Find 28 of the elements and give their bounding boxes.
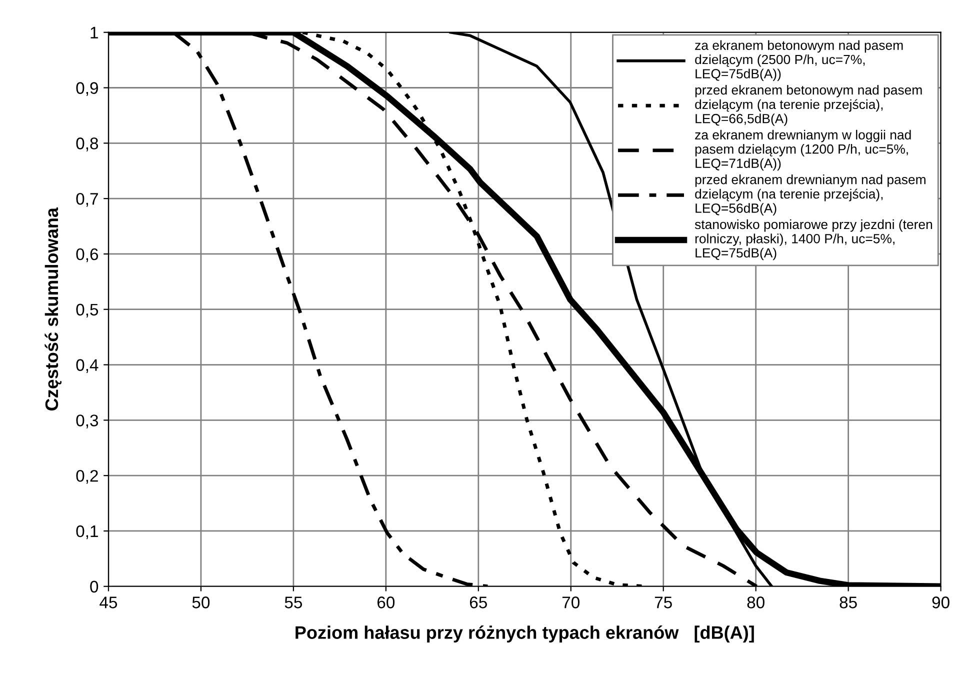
x-tick-label: 55 xyxy=(284,596,302,608)
y-tick-label: 1 xyxy=(90,26,98,38)
x-tick-label: 70 xyxy=(562,596,580,608)
x-tick-label: 80 xyxy=(747,596,764,608)
x-tick-label: 75 xyxy=(654,596,672,608)
y-tick-label: 0,8 xyxy=(76,138,98,152)
x-tick-label: 50 xyxy=(192,596,210,608)
y-tick-label: 0,2 xyxy=(76,470,98,484)
x-axis-title: Poziom hałasu przy różnych typach ekranów [dB(A)] xyxy=(296,626,754,643)
x-tick-label: 60 xyxy=(378,596,395,608)
y-axis-title: Częstość skumulowana xyxy=(44,207,62,410)
legend-label: stanowisko pomiarowe przy jezdni (teren rolniczy, płaski), 1400 P/h, uc=5%, LEQ=75dB(A) xyxy=(694,219,932,260)
legend-label: za ekranem drewnianym w loggii nad pasem dzielącym (1200 P/h, uc=5%, LEQ=71dB(A)) xyxy=(695,130,911,171)
y-tick-label: 0 xyxy=(90,580,98,593)
y-tick-label: 0,3 xyxy=(76,414,98,428)
y-tick-label: 0,4 xyxy=(76,359,98,373)
legend-label: przed ekranem drewnianym nad pasem dzielącym (na terenie przejścia), LEQ=56dB(A) xyxy=(695,174,926,216)
y-tick-label: 0,9 xyxy=(76,82,98,96)
x-tick-label: 90 xyxy=(932,596,950,608)
x-tick-label: 45 xyxy=(100,596,118,608)
x-tick-label: 65 xyxy=(470,596,487,608)
legend-label: przed ekranem betonowym nad pasem dzielącym (na terenie przejścia), LEQ=66,5dB(A) xyxy=(695,84,922,126)
x-tick-label: 85 xyxy=(840,596,857,608)
y-tick-label: 0,7 xyxy=(76,192,98,207)
y-tick-label: 0,5 xyxy=(76,304,98,318)
y-tick-label: 0,1 xyxy=(76,525,98,540)
legend-label: za ekranem betonowym nad pasem dzielącym (2500 P/h, uc=7%, LEQ=75dB(A)) xyxy=(695,40,903,81)
y-tick-label: 0,6 xyxy=(76,248,98,262)
